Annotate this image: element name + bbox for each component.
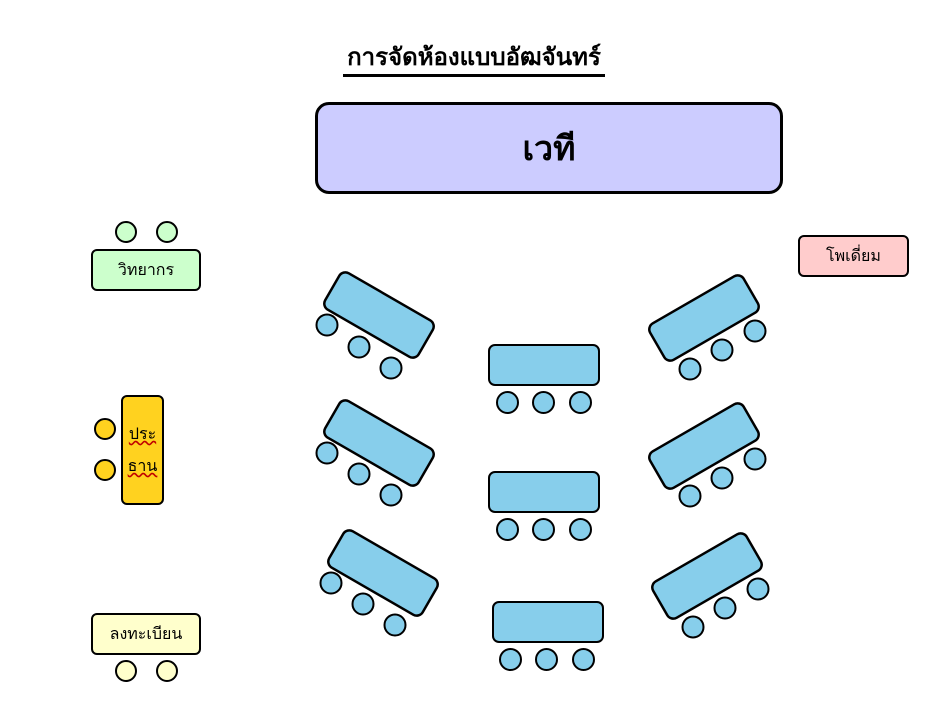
registration-seat [115, 660, 137, 682]
audience-table-left [327, 529, 439, 617]
chairman-label-line1: ประ [128, 424, 157, 443]
audience-table-right [648, 274, 760, 362]
audience-seat [569, 391, 592, 414]
audience-seat [572, 648, 595, 671]
audience-table-center [488, 344, 600, 386]
audience-seat [379, 483, 403, 507]
audience-seat [743, 447, 767, 471]
audience-seat [743, 319, 767, 343]
speaker-table: วิทยากร [91, 249, 201, 291]
speaker-seat [156, 221, 178, 243]
audience-seat [569, 518, 592, 541]
audience-seat [351, 592, 375, 616]
podium-label: โพเดี่ยม [826, 245, 881, 265]
audience-seat [347, 462, 371, 486]
registration-seat [156, 660, 178, 682]
audience-seat [710, 338, 734, 362]
audience-table-center [488, 471, 600, 513]
audience-seat [379, 356, 403, 380]
chairman-seat [94, 418, 116, 440]
audience-table-right [651, 532, 763, 620]
audience-seat [347, 335, 371, 359]
audience-seat [319, 571, 343, 595]
audience-seat [713, 596, 737, 620]
audience-seat [532, 391, 555, 414]
podium: โพเดี่ยม [798, 235, 909, 277]
audience-seat [746, 577, 770, 601]
registration-table: ลงทะเบียน [91, 613, 201, 655]
chairman-label-line2: ธาน [127, 456, 158, 475]
audience-seat [315, 441, 339, 465]
stage-label: เวที [522, 129, 576, 169]
audience-seat [383, 613, 407, 637]
audience-seat [315, 313, 339, 337]
audience-seat [710, 466, 734, 490]
audience-seat [532, 518, 555, 541]
speaker-label: วิทยากร [117, 259, 175, 279]
audience-seat [678, 357, 702, 381]
chairman-seat [94, 459, 116, 481]
chairman-table: ประ ธาน [121, 395, 164, 505]
audience-seat [496, 518, 519, 541]
audience-seat [681, 615, 705, 639]
audience-seat [535, 648, 558, 671]
stage: เวที [315, 102, 783, 194]
audience-table-left [323, 271, 435, 359]
audience-seat [499, 648, 522, 671]
audience-table-right [648, 402, 760, 490]
page-title: การจัดห้องแบบอัฒจันทร์ [343, 40, 605, 77]
audience-seat [678, 484, 702, 508]
audience-seat [496, 391, 519, 414]
audience-table-left [323, 399, 435, 487]
registration-label: ลงทะเบียน [109, 623, 183, 643]
speaker-seat [115, 221, 137, 243]
audience-table-center [492, 601, 604, 643]
